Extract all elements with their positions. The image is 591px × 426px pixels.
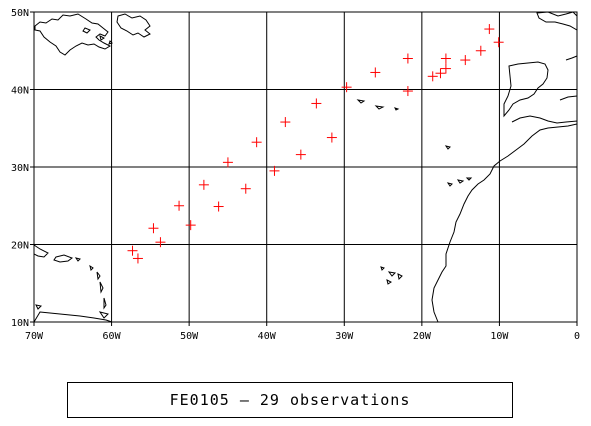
observation-marker [427, 71, 438, 82]
x-tick-label: 30W [335, 331, 354, 342]
observation-marker [213, 201, 224, 212]
x-tick-label: 60W [103, 331, 122, 342]
y-tick-label: 20N [11, 241, 29, 252]
coastline-newfoundland [116, 13, 151, 38]
observation-marker [440, 63, 451, 74]
observation-marker [222, 157, 233, 168]
y-tick-label: 50N [11, 8, 29, 19]
observation-marker [402, 53, 413, 64]
coastline-madeira [444, 145, 451, 150]
observation-marker [269, 165, 280, 176]
observation-marker [185, 220, 196, 231]
x-tick-label: 20W [413, 331, 432, 342]
x-tick-label: 40W [258, 331, 277, 342]
coastlines [33, 11, 578, 323]
observation-marker [295, 149, 306, 160]
observation-marker [435, 68, 446, 79]
observation-marker [240, 183, 251, 194]
observation-marker [440, 53, 451, 64]
observation-marker [251, 137, 262, 148]
y-tick-label: 40N [11, 86, 29, 97]
coastline-canaries [380, 177, 473, 285]
coastline-azores [356, 99, 400, 111]
observation-marker [280, 117, 291, 128]
grid-lines [34, 12, 577, 322]
observation-marker [370, 67, 381, 78]
tick-labels: 70W 60W 50W 40W 30W 20W 10W 0 10N 20N 30N 40N 50N [11, 8, 580, 342]
observation-marker [155, 237, 166, 248]
observation-marker [402, 86, 413, 97]
caption-box: FE0105 – 29 observations [67, 382, 513, 418]
observation-marker [148, 223, 159, 234]
observation-marker [484, 24, 495, 35]
observation-marker [475, 45, 486, 56]
y-tick-label: 10N [11, 318, 29, 329]
observation-marker [132, 253, 143, 264]
observation-marker [493, 37, 504, 48]
x-tick-label: 10W [490, 331, 509, 342]
observation-markers [127, 24, 504, 264]
observation-marker [341, 82, 352, 93]
observation-marker [326, 132, 337, 143]
x-tick-label: 50W [180, 331, 199, 342]
y-tick-label: 30N [11, 163, 29, 174]
observation-marker [460, 55, 471, 66]
observation-marker [198, 179, 209, 190]
x-tick-label: 0 [574, 331, 580, 342]
observation-marker [127, 245, 138, 256]
coastline-mediterranean [559, 55, 578, 101]
coastline-nova-scotia-islands [82, 27, 113, 45]
observation-marker [174, 200, 185, 211]
caption-text: FE0105 – 29 observations [169, 391, 411, 409]
observation-marker [311, 98, 322, 109]
x-tick-label: 70W [25, 331, 44, 342]
coastline-caribbean [33, 244, 113, 323]
coastline-north-america [34, 13, 112, 56]
